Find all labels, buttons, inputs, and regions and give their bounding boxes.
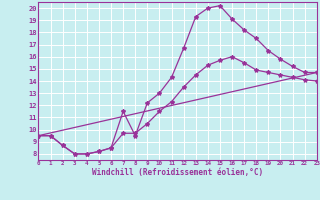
X-axis label: Windchill (Refroidissement éolien,°C): Windchill (Refroidissement éolien,°C) (92, 168, 263, 177)
